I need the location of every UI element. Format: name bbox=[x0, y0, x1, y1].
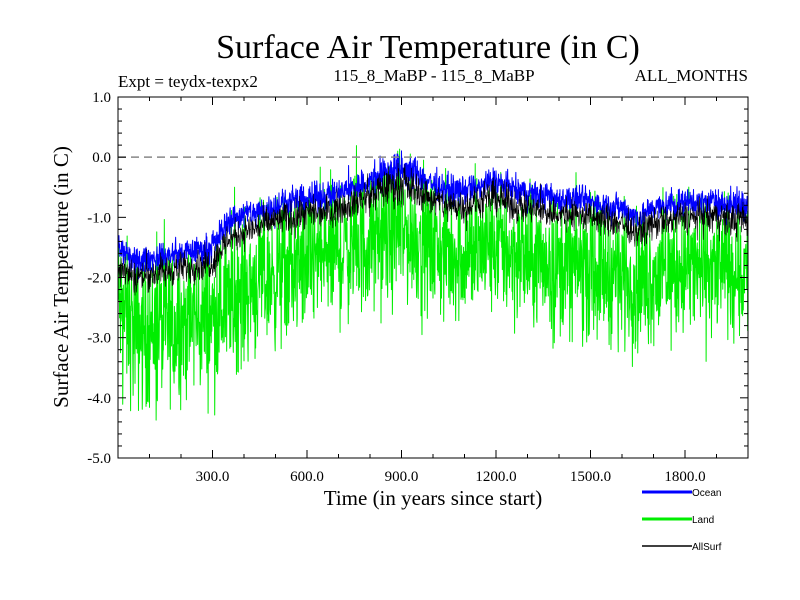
series-layer bbox=[117, 145, 749, 421]
y-tick-label: -2.0 bbox=[87, 271, 111, 287]
x-tick-label: 1800.0 bbox=[664, 469, 705, 485]
y-axis-label: Surface Air Temperature (in C) bbox=[49, 146, 73, 408]
y-tick-label: -1.0 bbox=[87, 210, 111, 226]
x-tick-label: 900.0 bbox=[385, 469, 419, 485]
chart-subtitle-experiment: Expt = teydx-texpx2 bbox=[118, 72, 258, 91]
x-tick-label: 1200.0 bbox=[475, 469, 516, 485]
x-axis-label: Time (in years since start) bbox=[324, 486, 543, 510]
plot-area: -5.0 -4.0 -3.0 -2.0 -1.0 0.0 1.0 300.0 600.0 900… bbox=[87, 90, 749, 485]
x-tick-label: 1500.0 bbox=[570, 469, 611, 485]
chart-subtitle-months: ALL_MONTHS bbox=[635, 66, 748, 85]
y-axis: -5.0 -4.0 -3.0 -2.0 -1.0 0.0 1.0 bbox=[87, 90, 748, 467]
x-axis: 300.0 600.0 900.0 1200.0 1500.0 1800.0 bbox=[149, 97, 717, 485]
y-tick-label: -3.0 bbox=[87, 331, 111, 347]
chart-title: Surface Air Temperature (in C) bbox=[216, 29, 640, 66]
legend-label-allsurf: AllSurf bbox=[692, 542, 722, 553]
y-tick-label: -4.0 bbox=[87, 391, 111, 407]
y-tick-label: 0.0 bbox=[92, 150, 111, 166]
legend-label-ocean: Ocean bbox=[692, 488, 721, 499]
x-tick-label: 300.0 bbox=[196, 469, 230, 485]
x-tick-label: 600.0 bbox=[290, 469, 324, 485]
series-line-allsurf bbox=[117, 162, 749, 296]
legend-label-land: Land bbox=[692, 515, 714, 526]
y-tick-label: -5.0 bbox=[87, 451, 111, 467]
y-tick-label: 1.0 bbox=[92, 90, 111, 106]
chart-legend: Ocean Land AllSurf bbox=[642, 488, 722, 553]
series-line-land bbox=[117, 145, 749, 421]
chart-subtitle-periods: 115_8_MaBP - 115_8_MaBP bbox=[333, 66, 534, 85]
